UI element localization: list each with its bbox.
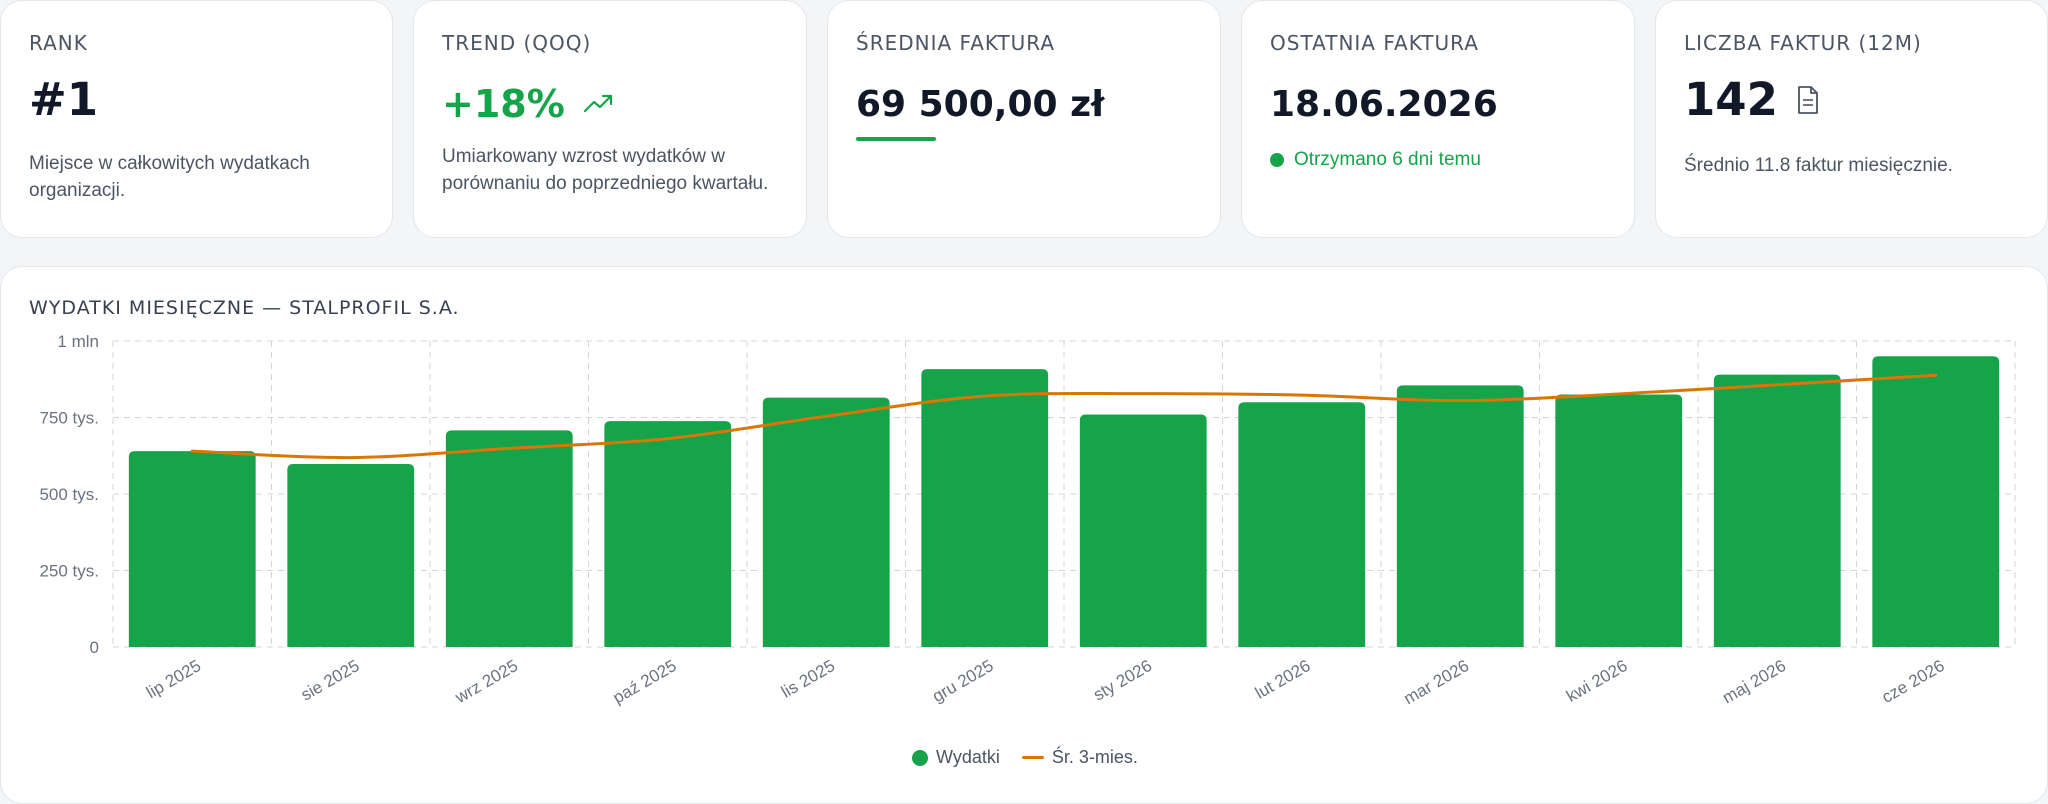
x-tick-label: lis 2025 — [778, 656, 838, 702]
document-icon — [1798, 85, 1818, 114]
last-label: OSTATNIA FAKTURA — [1270, 31, 1479, 55]
y-tick-label: 0 — [90, 638, 99, 657]
bar — [921, 369, 1049, 647]
legend-item-bars[interactable]: Wydatki — [912, 747, 1000, 768]
avg-value: 69 500,00 zł — [856, 87, 1192, 123]
trend-value: +18% — [442, 85, 778, 123]
chart-legend: Wydatki Śr. 3-mies. — [1, 747, 2048, 768]
y-tick-label: 1 mln — [57, 332, 99, 351]
bar — [1872, 356, 2000, 647]
legend-item-line[interactable]: Śr. 3-mies. — [1021, 747, 1138, 768]
bar — [1555, 394, 1683, 647]
avg-underline — [856, 137, 936, 141]
x-tick-label: lut 2026 — [1252, 656, 1314, 703]
avg-invoice-card: ŚREDNIA FAKTURA 69 500,00 zł — [827, 0, 1221, 238]
bar — [1079, 414, 1207, 647]
monthly-spend-chart-card: WYDATKI MIESIĘCZNE — STALPROFIL S.A. 0 25… — [0, 266, 2048, 804]
last-status-text: Otrzymano 6 dni temu — [1294, 149, 1481, 170]
trend-value-text: +18% — [442, 82, 565, 126]
count-value: 142 — [1684, 77, 2019, 122]
rank-value-text: #1 — [29, 73, 99, 126]
x-tick-label: lip 2025 — [143, 656, 204, 702]
bar — [287, 464, 415, 647]
x-tick-label: kwi 2026 — [1563, 656, 1631, 706]
x-tick-label: gru 2025 — [929, 656, 997, 706]
rank-desc: Miejsce w całkowitych wydatkach organiza… — [29, 153, 310, 201]
bar — [1713, 374, 1841, 647]
bar — [128, 451, 256, 647]
chart-title: WYDATKI MIESIĘCZNE — STALPROFIL S.A. — [29, 297, 460, 319]
x-tick-label: maj 2026 — [1719, 656, 1789, 707]
y-tick-label: 750 tys. — [39, 409, 99, 428]
invoice-count-card: LICZBA FAKTUR (12M) 142 Średnio 11.8 fak… — [1655, 0, 2048, 238]
status-dot-icon — [1270, 153, 1284, 167]
last-status: Otrzymano 6 dni temu — [1270, 149, 1606, 171]
trend-card: TREND (QOQ) +18% Umiarkowany wzrost wyda… — [413, 0, 807, 238]
bar — [445, 430, 573, 647]
count-label: LICZBA FAKTUR (12M) — [1684, 31, 1922, 55]
last-invoice-card: OSTATNIA FAKTURA 18.06.2026 Otrzymano 6 … — [1241, 0, 1635, 238]
last-value-text: 18.06.2026 — [1270, 84, 1498, 125]
bar — [762, 397, 890, 647]
legend-bar-label: Wydatki — [936, 747, 1000, 767]
legend-line-swatch-icon — [1021, 756, 1044, 759]
x-tick-label: sie 2025 — [298, 656, 363, 705]
y-tick-label: 500 tys. — [39, 485, 99, 504]
trending-up-icon — [583, 94, 612, 113]
kpi-row: RANK #1 Miejsce w całkowitych wydatkach … — [0, 0, 2048, 240]
x-tick-label: paź 2025 — [610, 656, 680, 707]
rank-value: #1 — [29, 77, 364, 122]
count-value-text: 142 — [1684, 73, 1778, 126]
x-tick-label: cze 2026 — [1878, 656, 1947, 707]
bar — [1396, 385, 1524, 647]
x-tick-label: sty 2026 — [1090, 656, 1155, 705]
legend-line-label: Śr. 3-mies. — [1051, 747, 1138, 767]
x-tick-label: wrz 2025 — [451, 656, 521, 707]
bar — [604, 421, 732, 647]
rank-label: RANK — [29, 31, 88, 55]
series-line-avg — [190, 373, 1938, 460]
avg-label: ŚREDNIA FAKTURA — [856, 31, 1056, 55]
trend-label: TREND (QOQ) — [442, 31, 592, 55]
count-desc: Średnio 11.8 faktur miesięcznie. — [1684, 155, 1953, 176]
x-tick-label: mar 2026 — [1401, 656, 1473, 708]
bar — [1238, 402, 1366, 647]
monthly-spend-chart: 0 250 tys. 500 tys. 750 tys. 1 mln lip 2025 si… — [39, 332, 2016, 708]
trend-desc: Umiarkowany wzrost wydatków w porównaniu… — [442, 146, 769, 194]
rank-card: RANK #1 Miejsce w całkowitych wydatkach … — [0, 0, 393, 238]
avg-value-text: 69 500,00 zł — [856, 84, 1105, 125]
last-value: 18.06.2026 — [1270, 87, 1606, 123]
y-tick-label: 250 tys. — [39, 562, 99, 581]
legend-bar-swatch-icon — [912, 749, 929, 766]
